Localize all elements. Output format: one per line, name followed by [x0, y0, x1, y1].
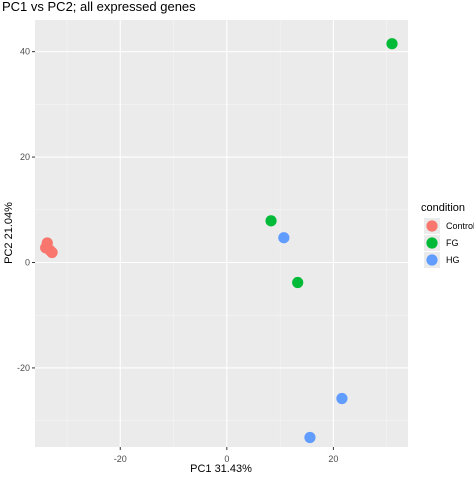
y-tick-label: 0 — [25, 257, 30, 267]
legend-label-control: Control — [446, 221, 474, 231]
legend-label-fg: FG — [446, 238, 459, 248]
y-axis-title: PC2 21.04% — [3, 202, 15, 264]
x-axis-title: PC1 31.43% — [190, 463, 252, 475]
x-tick-label: -20 — [114, 454, 127, 464]
legend-keys: Control FG HG — [424, 218, 474, 268]
y-tick-label: 40 — [20, 47, 30, 57]
legend-key-fg — [426, 237, 438, 249]
chart-title: PC1 vs PC2; all expressed genes — [2, 0, 196, 14]
point-fg — [386, 38, 398, 50]
y-tick-label: -20 — [17, 363, 30, 373]
legend-key-control — [426, 220, 438, 232]
legend-label-hg: HG — [446, 255, 460, 265]
point-control — [46, 246, 58, 259]
x-tick-label: 0 — [224, 454, 229, 464]
y-tick-label: 20 — [20, 152, 30, 162]
point-fg — [292, 276, 304, 289]
point-hg — [304, 431, 316, 444]
legend-key-hg — [426, 254, 438, 266]
x-axis-ticks: -20 0 20 — [114, 447, 338, 464]
plot-panel — [35, 20, 408, 447]
y-axis-ticks: -20 0 20 40 — [17, 47, 35, 373]
minor-gridlines — [35, 20, 408, 447]
data-points — [40, 38, 398, 444]
point-hg — [336, 392, 348, 405]
point-fg — [265, 215, 277, 227]
major-gridlines — [35, 20, 408, 447]
x-tick-label: 20 — [328, 454, 338, 464]
legend: condition Control FG HG — [421, 202, 474, 268]
legend-title: condition — [421, 202, 465, 214]
point-hg — [278, 232, 290, 244]
